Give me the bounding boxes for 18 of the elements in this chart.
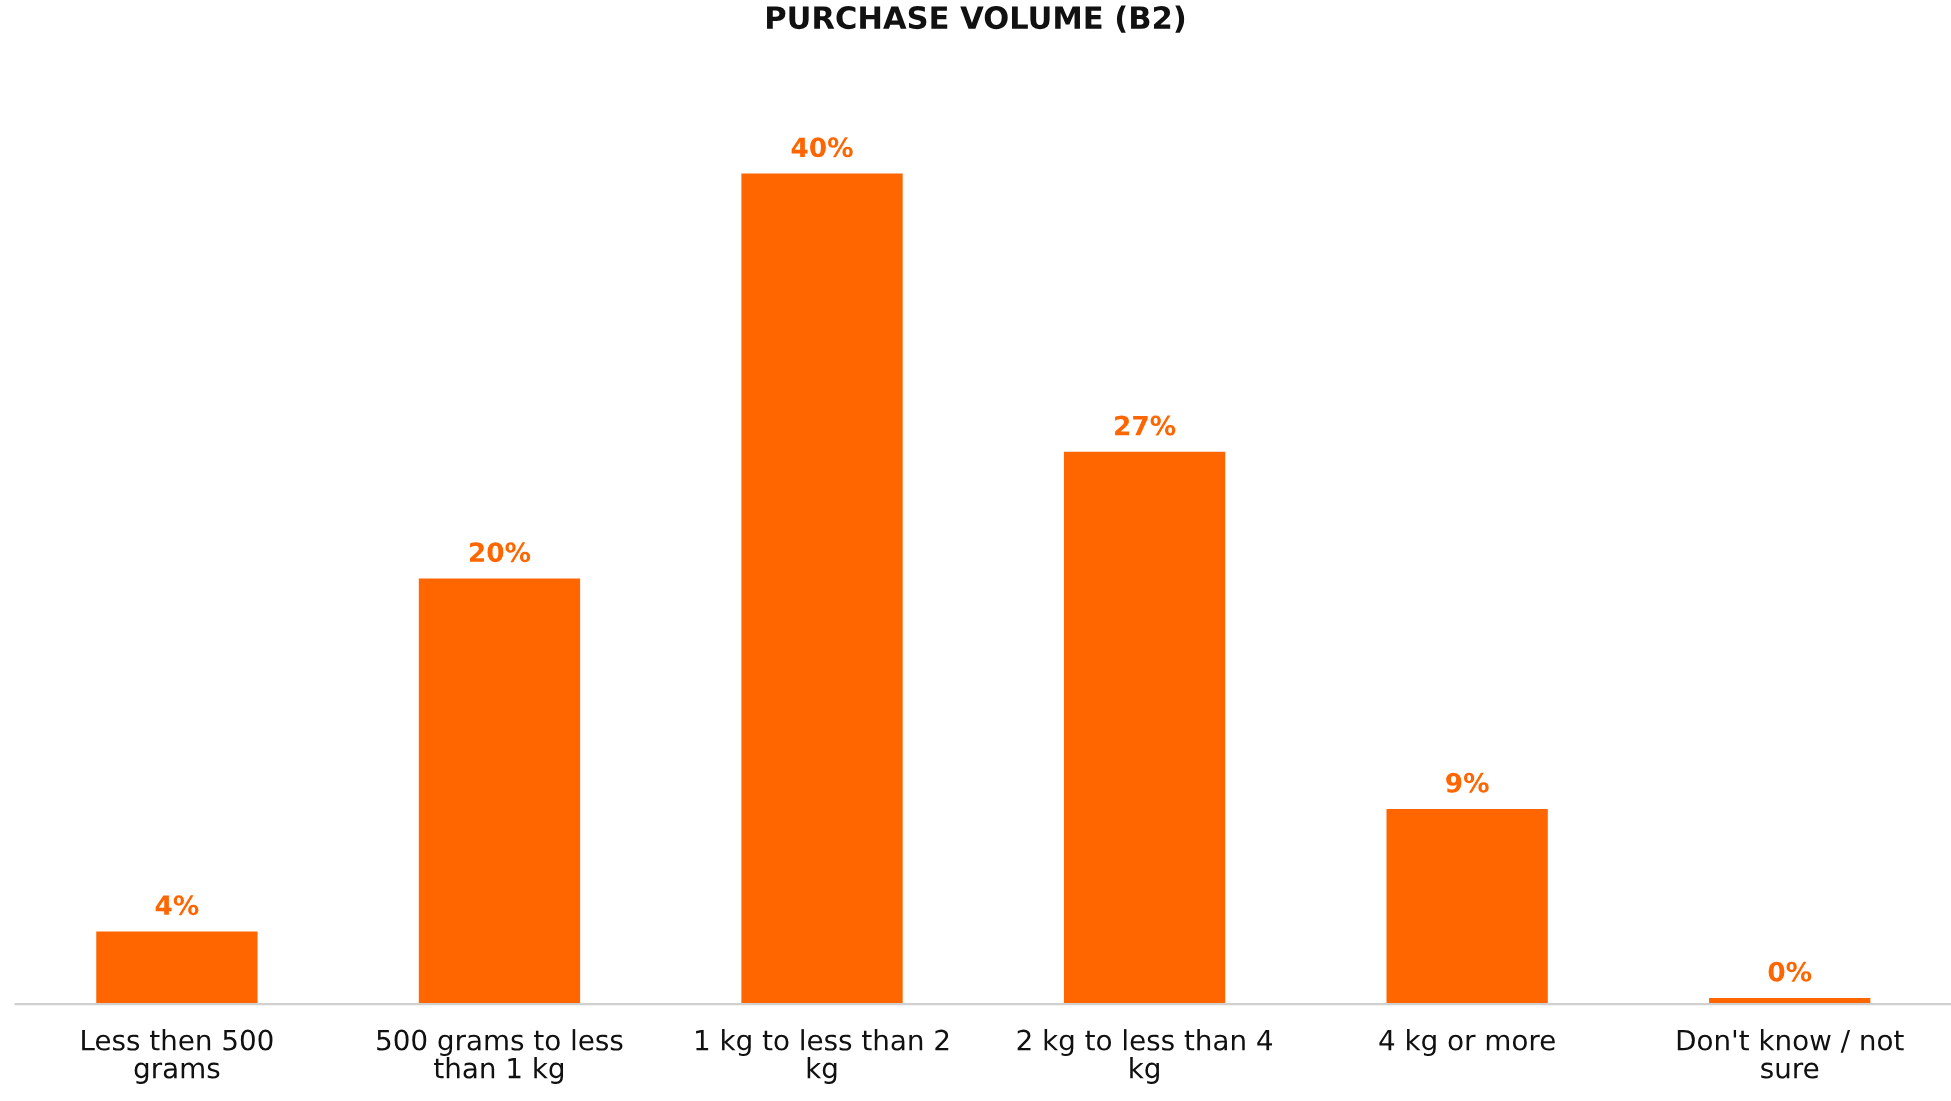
data-label: 40% — [791, 137, 853, 158]
x-tick-label: 500 grams to less than 1 kg — [377, 1029, 623, 1084]
x-tick-label: Less then 500 grams — [82, 1029, 273, 1084]
bar — [1386, 808, 1548, 1005]
bar — [418, 578, 581, 1005]
bar — [741, 173, 903, 1005]
data-label: 0% — [1768, 961, 1812, 982]
data-label: 20% — [469, 542, 531, 563]
x-tick-label: 4 kg or more — [1379, 1029, 1555, 1056]
data-label: 27% — [1115, 415, 1176, 436]
x-tick-label: Don't know / not sure — [1677, 1029, 1904, 1079]
bar — [96, 931, 258, 1005]
bar — [1063, 451, 1226, 1005]
data-label: 9% — [1446, 772, 1489, 793]
x-tick-label: 1 kg to less than 2 kg — [696, 1029, 949, 1084]
chart-title: PURCHASE VOLUME (B2) — [767, 5, 1185, 33]
x-tick-label: 2 kg to less than 4 kg — [1017, 1029, 1273, 1084]
data-label: 4% — [155, 895, 199, 916]
